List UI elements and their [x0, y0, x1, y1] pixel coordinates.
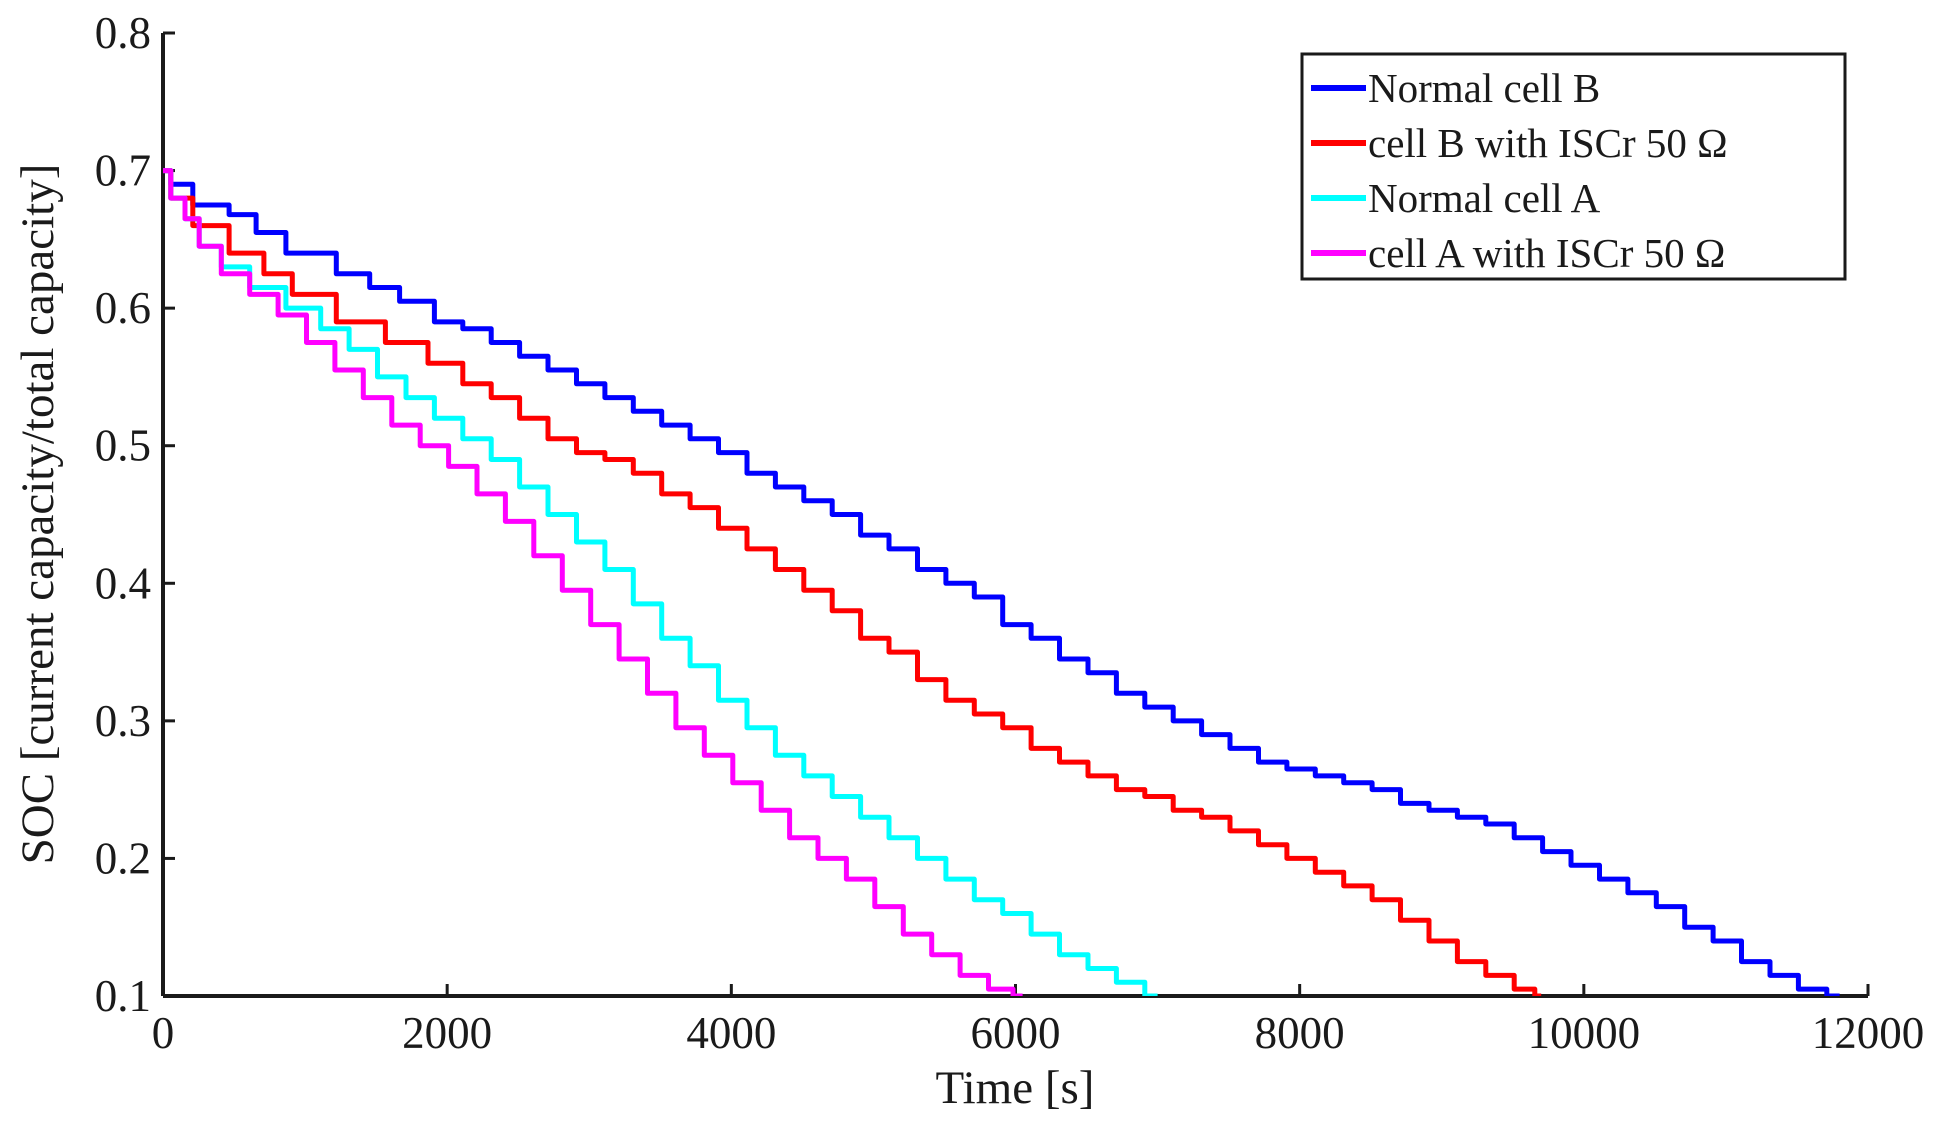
- y-axis-title: SOC [current capacity/total capacity]: [12, 164, 64, 865]
- legend-label-cell-a-iscr: cell A with ISCr 50 Ω: [1368, 230, 1725, 276]
- x-axis-title: Time [s]: [936, 1062, 1095, 1114]
- y-tick-label: 0.1: [95, 971, 151, 1021]
- x-tick-label: 10000: [1528, 1008, 1641, 1058]
- legend-box: [1300, 52, 1847, 281]
- legend-label-cell-b-iscr: cell B with ISCr 50 Ω: [1368, 120, 1728, 166]
- x-tick-label: 2000: [402, 1008, 492, 1058]
- x-tick-label: 4000: [686, 1008, 776, 1058]
- series-line-cell-b-with-iscr-50: [163, 168, 1542, 996]
- y-tick-label: 0.5: [95, 421, 151, 471]
- legend: Normal cell B cell B with ISCr 50 Ω Norm…: [1300, 52, 1847, 281]
- series-line-normal-cell-b: [163, 168, 1840, 996]
- y-tick-label: 0.2: [95, 833, 151, 883]
- series-layer: [163, 168, 1840, 996]
- y-tick-label: 0.6: [95, 283, 151, 333]
- y-axis-ticks: 0.1 0.2 0.3 0.4 0.5 0.6 0.7 0.8: [95, 8, 175, 1021]
- y-tick-label: 0.7: [95, 146, 151, 196]
- x-tick-label: 8000: [1255, 1008, 1345, 1058]
- x-axis-ticks: 0 2000 4000 6000 8000 10000 12000: [152, 984, 1925, 1058]
- x-tick-label: 12000: [1812, 1008, 1925, 1058]
- series-line-normal-cell-a: [163, 168, 1158, 996]
- y-tick-label: 0.3: [95, 696, 151, 746]
- x-tick-label: 0: [152, 1008, 175, 1058]
- x-tick-label: 6000: [971, 1008, 1061, 1058]
- y-tick-label: 0.8: [95, 8, 151, 58]
- y-tick-label: 0.4: [95, 558, 151, 608]
- series-line-cell-a-with-iscr-50: [163, 168, 1023, 996]
- legend-label-normal-cell-a: Normal cell A: [1368, 175, 1601, 221]
- legend-label-normal-cell-b: Normal cell B: [1368, 65, 1600, 111]
